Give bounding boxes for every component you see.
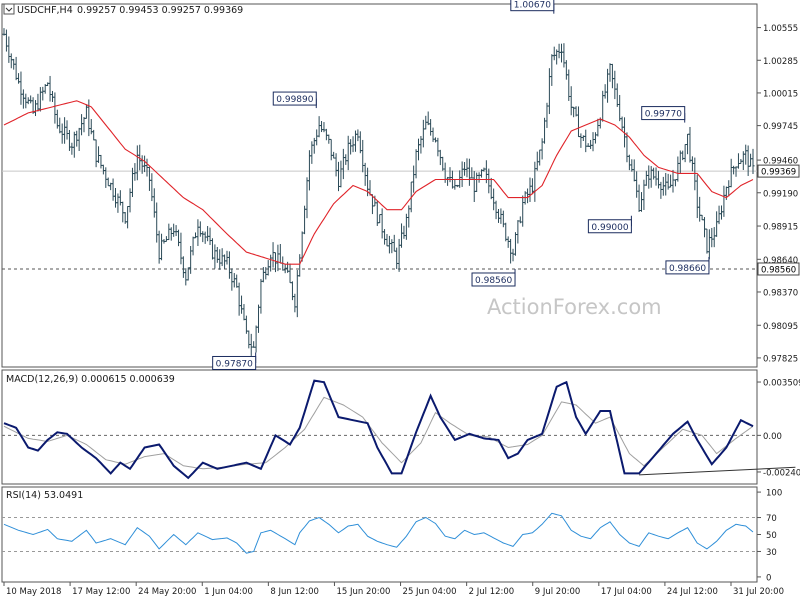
price-bars[interactable] [2,28,755,356]
annotation-box [471,272,516,287]
header: USDCHF,H4 0.99257 0.99453 0.99257 0.9936… [3,3,243,16]
price-annotation: 0.98560 [471,268,516,287]
x-tick-label: 24 May 20:00 [138,587,196,597]
rsi-title: RSI(14) 53.0491 [6,490,83,501]
rsi-line [3,512,754,554]
x-tick-label: 10 May 2018 [6,587,61,597]
price-tick-label: 0.98915 [763,223,798,233]
axes: 1.00555 1.00285 1.00015 0.99745 0.99460 0.991… [3,24,800,597]
macd-tick-label: 0.003509 [763,379,800,389]
price-annotation: 1.00670 [510,0,555,14]
macd-trendline [639,466,796,476]
annotation-label: 0.98660 [669,264,706,274]
annotation-box [665,260,710,275]
support-price-label: 0.98560 [761,265,796,275]
price-annotation: 0.99890 [272,91,317,109]
x-tick-label: 17 Jul 04:00 [601,587,652,597]
watermark: ActionForex.com [487,295,662,319]
x-tick-label: 17 May 12:00 [72,587,130,597]
annotation-box [212,355,257,370]
annotation-label: 0.99770 [645,110,682,120]
price-bar[interactable] [751,148,755,175]
rsi-tick-label: 30 [766,548,777,558]
macd-tick-label: 0.00 [763,432,782,442]
moving-average-line [3,100,754,265]
ohlc-readout: 0.99257 0.99453 0.99257 0.99369 [77,5,243,16]
moving-average-layer [3,100,754,265]
symbol-label: USDCHF,H4 [17,5,73,16]
rsi-tick-label: 50 [766,531,777,541]
price-tick-label: 0.99745 [763,122,798,132]
price-gridlines [2,170,757,270]
price-tick-label: 1.00015 [763,89,798,99]
macd-signal-line [3,396,754,470]
rsi-panel[interactable] [2,512,757,554]
rsi-tick-label: 0 [766,573,771,583]
price-tick-label: 0.98370 [763,288,798,298]
panel-frames [1,3,758,583]
x-tick-label: 1 Jun 04:00 [204,587,253,597]
macd-line [3,379,754,480]
symbol-box-icon[interactable] [3,3,15,15]
annotation-box [587,219,632,234]
rsi-tick-label: 100 [766,489,782,499]
support-price-tag [757,262,800,276]
chevron-down-icon [5,7,13,12]
rsi-tick-label: 70 [766,514,777,524]
x-tick-label: 8 Jun 12:00 [270,587,319,597]
annotation-label: 0.99000 [591,223,628,233]
annotation-label: 1.00670 [514,1,551,11]
annotation-box [510,0,555,12]
price-tick-label: 0.98095 [763,322,798,332]
price-tick-label: 1.00555 [763,24,798,34]
price-tick-label: 1.00285 [763,57,798,67]
macd-title: MACD(12,26,9) 0.000615 0.000639 [6,374,175,385]
current-price-label: 0.99369 [761,168,796,178]
annotation-label: 0.99890 [276,95,313,105]
price-annotation: 0.98660 [665,256,710,275]
price-annotation: 0.97870 [212,352,257,370]
price-annotations: 1.00670 0.99890 0.99770 0.99000 0.98660 0.985… [212,0,710,370]
x-tick-label: 31 Jul 20:00 [733,587,784,597]
annotation-label: 0.97870 [216,359,253,369]
panel-frame-price [1,3,758,368]
macd-panel[interactable] [2,379,796,480]
annotation-label: 0.98560 [475,276,512,286]
x-tick-label: 2 Jul 12:00 [469,587,515,597]
annotation-box [272,91,317,106]
x-tick-label: 9 Jul 20:00 [535,587,581,597]
current-price-tag [757,164,800,178]
panel-frame-macd [1,369,758,485]
price-annotation: 0.99770 [641,106,686,123]
price-tick-label: 0.97825 [763,354,798,364]
price-tick-label: 0.99190 [763,189,798,199]
price-tick-label: 0.99460 [763,157,798,167]
x-tick-label: 25 Jun 04:00 [403,587,457,597]
x-tick-label: 15 Jun 20:00 [336,587,390,597]
panel-frame-rsi [1,486,758,583]
price-tick-label: 0.98640 [763,256,798,266]
price-annotation: 0.99000 [587,215,632,234]
x-tick-label: 24 Jul 12:00 [667,587,718,597]
macd-tick-label: -0.002408 [763,468,800,478]
annotation-box [641,106,686,121]
